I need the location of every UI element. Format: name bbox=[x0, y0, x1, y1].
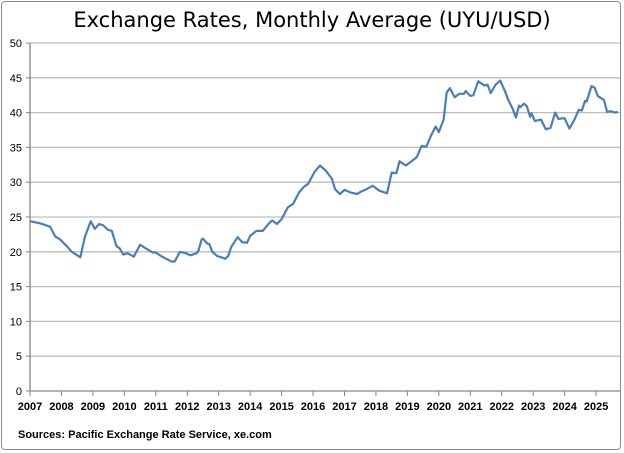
y-tick-label: 40 bbox=[10, 108, 22, 120]
x-tick-label: 2014 bbox=[238, 401, 263, 413]
chart-title: Exchange Rates, Monthly Average (UYU/USD… bbox=[73, 8, 551, 32]
x-tick-label: 2021 bbox=[458, 401, 482, 413]
x-tick-label: 2016 bbox=[301, 401, 325, 413]
y-tick-label: 25 bbox=[10, 212, 22, 224]
x-tick-label: 2019 bbox=[395, 401, 419, 413]
x-tick-label: 2020 bbox=[427, 401, 451, 413]
x-tick-label: 2012 bbox=[175, 401, 199, 413]
x-tick-label: 2011 bbox=[144, 401, 168, 413]
x-tick-label: 2009 bbox=[81, 401, 105, 413]
x-tick-label: 2025 bbox=[584, 401, 608, 413]
y-tick-label: 15 bbox=[10, 282, 22, 294]
x-tick-label: 2007 bbox=[18, 401, 42, 413]
x-tick-label: 2013 bbox=[206, 401, 230, 413]
y-tick-label: 45 bbox=[10, 73, 22, 85]
x-tick-label: 2017 bbox=[332, 401, 356, 413]
x-tick-label: 2018 bbox=[364, 401, 388, 413]
exchange-rate-line bbox=[29, 79, 619, 263]
x-tick-label: 2015 bbox=[269, 401, 293, 413]
x-tick-label: 2008 bbox=[49, 401, 73, 413]
y-tick-label: 0 bbox=[16, 386, 22, 398]
x-tick-label: 2022 bbox=[490, 401, 514, 413]
y-tick-label: 35 bbox=[10, 142, 22, 154]
x-tick-label: 2010 bbox=[112, 401, 136, 413]
y-tick-label: 5 bbox=[16, 351, 22, 363]
source-note: Sources: Pacific Exchange Rate Service, … bbox=[18, 429, 272, 441]
x-tick-label: 2023 bbox=[521, 401, 545, 413]
y-tick-label: 50 bbox=[10, 38, 22, 50]
y-tick-label: 30 bbox=[10, 177, 22, 189]
x-tick-label: 2024 bbox=[552, 401, 577, 413]
y-tick-label: 20 bbox=[10, 247, 22, 259]
y-tick-label: 10 bbox=[10, 316, 22, 328]
